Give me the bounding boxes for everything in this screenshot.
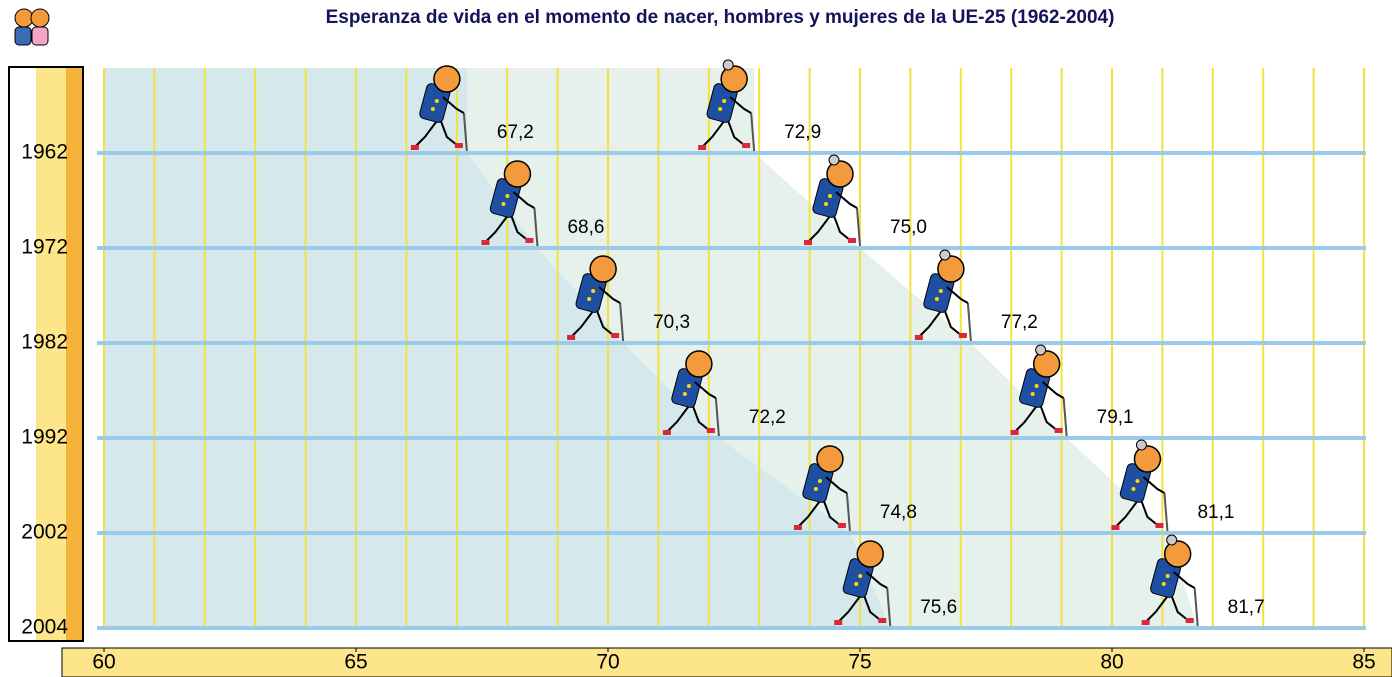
y-tick-label: 1962 <box>21 141 68 164</box>
shoe <box>455 143 463 148</box>
value-label: 79,1 <box>1097 407 1134 428</box>
star <box>1135 479 1139 483</box>
star <box>501 202 505 206</box>
shoe <box>1186 618 1194 623</box>
star <box>687 384 691 388</box>
shoe <box>411 145 419 150</box>
value-label: 81,1 <box>1197 502 1234 523</box>
hair-bun <box>940 250 950 260</box>
shoe <box>611 333 619 338</box>
cane <box>1064 398 1067 436</box>
x-tick-label: 65 <box>344 651 367 674</box>
star <box>858 574 862 578</box>
hair-bun <box>1136 440 1146 450</box>
value-label: 67,2 <box>497 122 534 143</box>
value-label: 70,3 <box>653 312 690 333</box>
star <box>1131 487 1135 491</box>
shoe <box>1155 523 1163 528</box>
star <box>939 289 943 293</box>
star <box>854 582 858 586</box>
star <box>828 194 832 198</box>
hair-bun <box>829 155 839 165</box>
x-axis-band <box>62 648 1392 677</box>
shoe <box>1011 430 1019 435</box>
star <box>1162 582 1166 586</box>
star <box>435 99 439 103</box>
star <box>587 297 591 301</box>
value-label: 77,2 <box>1001 312 1038 333</box>
star <box>1035 384 1039 388</box>
value-label: 72,2 <box>749 407 786 428</box>
star <box>818 479 822 483</box>
shoe <box>707 428 715 433</box>
hair-bun <box>723 60 733 70</box>
star <box>718 107 722 111</box>
star <box>505 194 509 198</box>
head <box>1134 446 1160 472</box>
shoe <box>1111 525 1119 530</box>
value-label: 68,6 <box>567 217 604 238</box>
value-label: 74,8 <box>880 502 917 523</box>
head <box>1034 351 1060 377</box>
kids-icon <box>15 9 49 45</box>
value-label: 75,6 <box>920 597 957 618</box>
shoe <box>915 335 923 340</box>
head <box>857 541 883 567</box>
x-tick-label: 70 <box>596 651 619 674</box>
star <box>935 297 939 301</box>
head <box>504 161 530 187</box>
x-tick-label: 60 <box>92 651 115 674</box>
shoe <box>698 145 706 150</box>
shoe <box>742 143 750 148</box>
star <box>824 202 828 206</box>
star <box>591 289 595 293</box>
y-tick-label: 2002 <box>21 521 68 544</box>
shoe <box>848 238 856 243</box>
cane <box>1164 493 1167 531</box>
value-label: 81,7 <box>1228 597 1265 618</box>
shoe <box>834 620 842 625</box>
shoe <box>567 335 575 340</box>
head <box>817 446 843 472</box>
head <box>686 351 712 377</box>
shoe <box>663 430 671 435</box>
shoe <box>1055 428 1063 433</box>
value-label: 75,0 <box>890 217 927 238</box>
y-tick-label: 1972 <box>21 236 68 259</box>
left-band-dark <box>66 66 82 642</box>
star <box>683 392 687 396</box>
y-tick-label: 1982 <box>21 331 68 354</box>
head <box>938 256 964 282</box>
value-label: 72,9 <box>784 122 821 143</box>
shoe <box>1142 620 1150 625</box>
head <box>827 161 853 187</box>
star <box>814 487 818 491</box>
head <box>721 66 747 92</box>
x-tick-label: 80 <box>1100 651 1123 674</box>
x-tick-label: 85 <box>1352 651 1375 674</box>
star <box>1031 392 1035 396</box>
shoe <box>878 618 886 623</box>
shoe <box>525 238 533 243</box>
shoe <box>838 523 846 528</box>
shoe <box>804 240 812 245</box>
chart-title: Esperanza de vida en el momento de nacer… <box>326 7 1115 28</box>
head <box>434 66 460 92</box>
head <box>590 256 616 282</box>
shoe <box>959 333 967 338</box>
x-tick-label: 75 <box>848 651 871 674</box>
y-tick-label: 1992 <box>21 426 68 449</box>
shoe <box>481 240 489 245</box>
head <box>1165 541 1191 567</box>
chart: Esperanza de vida en el momento de nacer… <box>0 0 1392 677</box>
hair-bun <box>1036 345 1046 355</box>
star <box>722 99 726 103</box>
shoe <box>794 525 802 530</box>
star <box>1166 574 1170 578</box>
hair-bun <box>1167 535 1177 545</box>
cane <box>968 303 971 341</box>
y-tick-label: 2004 <box>21 616 68 639</box>
star <box>431 107 435 111</box>
